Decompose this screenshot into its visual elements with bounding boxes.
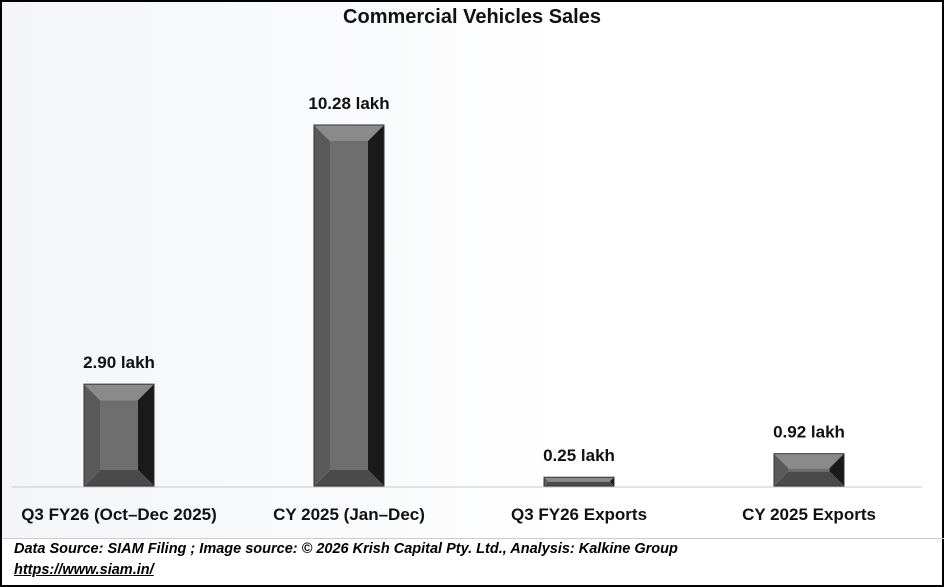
bar-bevel-top xyxy=(774,453,844,469)
footer: Data Source: SIAM Filing ; Image source:… xyxy=(2,538,944,581)
bar-face xyxy=(330,140,368,470)
source-link[interactable]: https://www.siam.in/ xyxy=(14,562,154,578)
bar xyxy=(543,476,615,487)
data-label: 0.25 lakh xyxy=(543,446,615,465)
x-tick-label: CY 2025 Exports xyxy=(742,505,876,524)
bar-bevel-right xyxy=(829,453,844,486)
bar-bevel-top xyxy=(84,384,154,401)
bar-bevel-left xyxy=(774,453,789,486)
bar-face xyxy=(100,400,138,470)
bar-bevel-bottom xyxy=(314,470,384,486)
bar-bevel-right xyxy=(610,477,614,486)
bar-bevel-left xyxy=(84,384,100,486)
bar-outline xyxy=(773,453,845,487)
bar xyxy=(773,453,845,487)
x-tick-label: CY 2025 (Jan–Dec) xyxy=(273,505,425,524)
chart-title: Commercial Vehicles Sales xyxy=(343,6,601,28)
bar-face xyxy=(788,468,830,472)
bar-chart: 2.90 lakh Q3 FY26 (Oct–Dec 2025) 10.28 lak… xyxy=(12,94,922,524)
bar-bevel-right xyxy=(138,384,154,486)
bar xyxy=(83,383,155,487)
background-image xyxy=(2,2,942,538)
bar-outline xyxy=(83,383,155,487)
data-label: 0.92 lakh xyxy=(773,423,845,442)
bar-bevel-top xyxy=(314,124,384,141)
data-label: 2.90 lakh xyxy=(83,353,155,372)
x-tick-label: Q3 FY26 Exports xyxy=(511,505,647,524)
bar xyxy=(313,124,385,487)
bar-bevel-top xyxy=(544,477,614,482)
bar-outline xyxy=(543,476,615,487)
bar-bevel-right xyxy=(368,124,384,486)
data-label: 10.28 lakh xyxy=(308,94,389,113)
bar-face xyxy=(547,481,611,483)
bar-bevel-left xyxy=(314,124,330,486)
source-text: Data Source: SIAM Filing ; Image source:… xyxy=(14,541,678,557)
bar-outline xyxy=(313,124,385,487)
bar-bevel-left xyxy=(544,477,548,486)
bar-bevel-bottom xyxy=(774,471,844,486)
bar-bevel-bottom xyxy=(84,470,154,486)
x-tick-label: Q3 FY26 (Oct–Dec 2025) xyxy=(21,505,217,524)
bar-bevel-bottom xyxy=(544,482,614,486)
